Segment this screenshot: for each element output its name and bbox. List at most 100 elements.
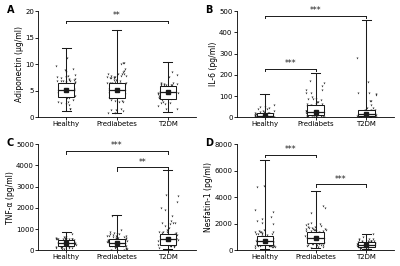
Point	[262, 236, 268, 241]
Point	[111, 75, 117, 80]
Point	[370, 232, 376, 236]
Point	[322, 227, 328, 231]
Point	[254, 115, 261, 119]
Point	[361, 243, 367, 248]
Point	[114, 89, 120, 94]
Point	[108, 95, 115, 99]
Point	[169, 70, 175, 74]
Point	[358, 110, 364, 115]
Point	[306, 234, 313, 238]
Point	[159, 241, 165, 245]
Point	[117, 78, 124, 83]
Point	[60, 79, 66, 83]
Point	[172, 221, 178, 226]
Point	[62, 237, 69, 241]
Point	[313, 236, 320, 240]
Point	[255, 229, 262, 233]
Point	[366, 240, 372, 244]
Point	[110, 243, 116, 247]
Point	[319, 238, 325, 242]
Point	[58, 241, 64, 245]
Text: C: C	[6, 138, 14, 148]
Point	[123, 74, 130, 78]
Point	[104, 81, 111, 85]
Point	[265, 237, 272, 241]
Point	[265, 111, 272, 116]
Point	[264, 233, 270, 237]
Point	[119, 239, 125, 243]
Point	[318, 98, 324, 102]
Point	[267, 244, 273, 248]
Point	[63, 70, 70, 74]
Point	[310, 241, 317, 245]
Point	[356, 243, 362, 247]
Point	[318, 84, 325, 89]
Point	[107, 232, 113, 236]
Point	[311, 228, 318, 232]
Point	[60, 235, 67, 239]
Point	[354, 242, 360, 246]
Point	[108, 83, 114, 87]
Point	[168, 244, 175, 248]
Point	[121, 239, 127, 244]
Point	[112, 98, 118, 103]
Point	[309, 233, 315, 237]
Point	[260, 115, 267, 119]
Point	[260, 240, 266, 244]
Point	[171, 234, 178, 238]
Point	[70, 66, 76, 71]
Point	[120, 235, 127, 239]
Point	[59, 93, 65, 97]
Point	[155, 91, 161, 95]
Point	[354, 244, 360, 248]
Point	[169, 221, 176, 225]
Point	[118, 91, 125, 95]
Point	[306, 231, 312, 236]
Point	[120, 86, 126, 90]
Point	[303, 109, 309, 113]
Point	[368, 239, 374, 243]
Point	[164, 230, 170, 234]
Point	[165, 85, 172, 89]
Point	[112, 89, 118, 94]
Point	[160, 100, 166, 104]
Text: A: A	[6, 5, 14, 15]
Point	[66, 246, 72, 250]
Point	[53, 245, 59, 249]
Point	[304, 115, 310, 119]
Point	[307, 112, 313, 117]
Point	[106, 91, 112, 95]
Point	[266, 114, 273, 119]
Point	[370, 106, 376, 110]
Point	[264, 113, 270, 117]
Point	[106, 96, 112, 100]
Point	[302, 234, 309, 239]
Point	[355, 243, 362, 247]
Point	[120, 240, 126, 244]
Point	[170, 87, 177, 91]
Bar	[256, 114, 273, 117]
Point	[108, 247, 114, 252]
Text: **: **	[138, 158, 146, 167]
Point	[53, 64, 60, 68]
Point	[108, 90, 114, 95]
Point	[112, 246, 118, 251]
Point	[367, 98, 373, 103]
Point	[121, 69, 128, 73]
Point	[361, 243, 368, 247]
Point	[67, 79, 73, 84]
Point	[108, 214, 115, 218]
Point	[270, 243, 277, 247]
Point	[109, 244, 115, 248]
Point	[124, 247, 130, 251]
Point	[117, 90, 124, 94]
Point	[111, 111, 118, 115]
Point	[268, 215, 274, 219]
Point	[314, 113, 320, 118]
Point	[170, 243, 177, 248]
Point	[111, 242, 117, 246]
Point	[158, 83, 164, 87]
Point	[319, 88, 325, 92]
Point	[372, 241, 378, 245]
Point	[58, 244, 64, 248]
